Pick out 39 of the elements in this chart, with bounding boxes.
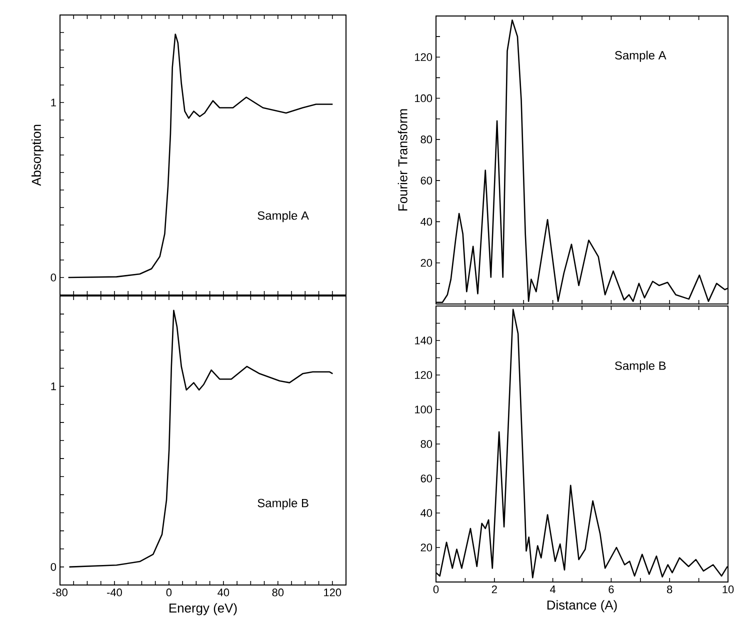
x-tick-label: 6 (608, 586, 614, 594)
x-tick-label: 120 (324, 588, 342, 596)
y-tick-label: 20 (420, 544, 432, 552)
x-tick-label: -80 (52, 588, 68, 596)
x-tick-label: 40 (218, 588, 230, 596)
y-tick-label: 1 (51, 98, 56, 106)
y-tick-label: 0 (50, 274, 56, 282)
x-axis-title: Distance (A) (547, 600, 617, 612)
annotation: Sample B (258, 498, 308, 510)
y-tick-label: 60 (420, 474, 432, 482)
x-tick-label: 2 (492, 586, 497, 594)
y-tick-label: 80 (420, 136, 432, 144)
y-axis-title: Fourier Transform (398, 109, 408, 211)
y-tick-label: 140 (415, 336, 432, 344)
x-tick-label: 4 (550, 586, 556, 594)
y-tick-label: 100 (415, 406, 432, 414)
x-tick-label: 0 (166, 588, 172, 596)
x-tick-label: 8 (667, 586, 672, 594)
y-tick-label: 100 (415, 94, 432, 102)
x-tick-label: -40 (107, 588, 122, 596)
annotation: Sample B (615, 361, 666, 372)
y-tick-label: 1 (51, 382, 56, 390)
x-tick-label: 80 (272, 588, 284, 596)
y-tick-label: 120 (415, 53, 432, 62)
line-series (436, 308, 728, 578)
annotation: Sample A (258, 211, 309, 222)
y-tick-label: 120 (415, 371, 432, 379)
y-axis-title: Absorption (31, 124, 44, 186)
line-series (68, 310, 334, 568)
x-tick-label: 0 (433, 586, 439, 594)
x-axis-title: Energy (eV) (170, 603, 237, 616)
y-tick-label: 20 (420, 258, 432, 267)
y-tick-label: 0 (50, 563, 56, 571)
x-tick-label: 10 (722, 586, 734, 594)
annotation: Sample A (615, 50, 666, 62)
y-tick-label: 80 (420, 440, 432, 448)
y-tick-label: 40 (420, 509, 432, 517)
y-tick-label: 40 (420, 218, 432, 226)
y-tick-label: 60 (420, 176, 432, 184)
